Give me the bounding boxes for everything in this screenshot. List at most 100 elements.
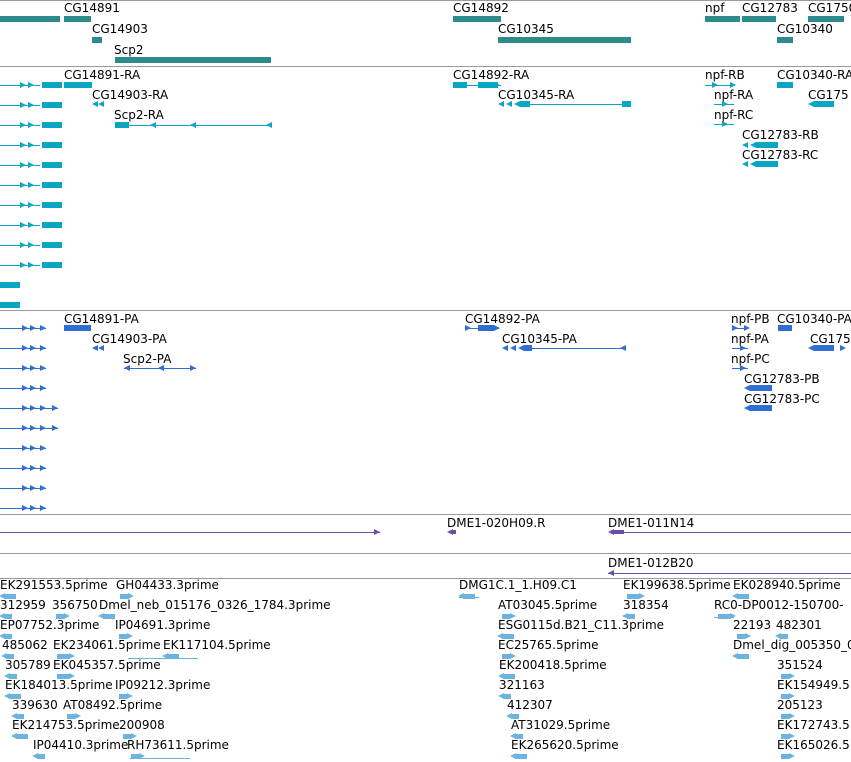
est-block[interactable]	[4, 594, 16, 599]
feature-label[interactable]: IP04691.3prime	[115, 618, 211, 632]
est-block[interactable]	[781, 714, 789, 719]
feature-label[interactable]: Dmel_neb_015176_0326_1784.3prime	[99, 598, 331, 612]
feature-label[interactable]: DME1-012B20	[608, 556, 694, 570]
feature-label[interactable]: 482301	[776, 618, 822, 632]
feature-label[interactable]: EK165026.5	[777, 738, 850, 752]
exon-block[interactable]	[814, 101, 834, 107]
est-block[interactable]	[103, 614, 115, 619]
feature-label[interactable]: 305789	[5, 658, 51, 672]
feature-label[interactable]: DME1-011N14	[608, 516, 695, 530]
feature-label[interactable]: EK028940.5prime	[733, 578, 841, 592]
feature-label[interactable]: AT03045.5prime	[498, 598, 598, 612]
est-block[interactable]	[9, 694, 21, 699]
feature-label[interactable]: 312959	[0, 598, 46, 612]
feature-label[interactable]: npf-PB	[731, 312, 770, 326]
est-block[interactable]	[781, 754, 789, 759]
est-block[interactable]	[167, 654, 179, 659]
est-block[interactable]	[4, 614, 12, 619]
exon-block[interactable]	[42, 162, 62, 168]
est-block[interactable]	[463, 594, 475, 599]
feature-label[interactable]: CG14903	[92, 22, 148, 36]
est-block[interactable]	[502, 654, 510, 659]
feature-label[interactable]: 22193	[733, 618, 772, 632]
gene-block[interactable]	[808, 16, 844, 22]
est-block[interactable]	[627, 614, 635, 619]
feature-label[interactable]: npf-PC	[731, 352, 770, 366]
feature-label[interactable]: AT31029.5prime	[511, 718, 611, 732]
feature-label[interactable]: DMG1C.1_1.H09.C1	[459, 578, 577, 592]
est-block[interactable]	[511, 714, 519, 719]
exon-block[interactable]	[115, 122, 129, 128]
est-block[interactable]	[57, 654, 69, 659]
est-block[interactable]	[515, 754, 527, 759]
feature-label[interactable]: 321163	[499, 678, 545, 692]
est-block[interactable]	[67, 714, 75, 719]
feature-label[interactable]: EC25765.5prime	[498, 638, 599, 652]
feature-label[interactable]: IP09212.3prime	[115, 678, 211, 692]
feature-label[interactable]: EK234061.5prime	[53, 638, 161, 652]
feature-label[interactable]: npf-PA	[731, 332, 769, 346]
exon-block[interactable]	[42, 202, 62, 208]
feature-label[interactable]: CG12783	[742, 1, 798, 15]
feature-label[interactable]: 339630	[12, 698, 58, 712]
feature-label[interactable]: npf-RC	[714, 108, 754, 122]
cds-block[interactable]	[750, 385, 772, 391]
feature-label[interactable]: npf-RA	[714, 88, 754, 102]
feature-label[interactable]: EK045357.5prime	[53, 658, 161, 672]
feature-label[interactable]: EP07752.3prime	[0, 618, 100, 632]
feature-label[interactable]: CG10345-PA	[502, 332, 577, 346]
feature-label[interactable]: ESG0115d.B21_C11.3prime	[498, 618, 665, 632]
exon-block[interactable]	[777, 82, 793, 88]
est-block[interactable]	[781, 734, 789, 739]
clone-block[interactable]	[614, 530, 624, 534]
gene-block[interactable]	[64, 16, 91, 22]
feature-label[interactable]: CG12783-PC	[744, 392, 820, 406]
feature-label[interactable]: CG14903-PA	[92, 332, 167, 346]
exon-block[interactable]	[42, 182, 62, 188]
exon-block[interactable]	[64, 82, 92, 88]
gene-block[interactable]	[453, 16, 501, 22]
gene-block[interactable]	[777, 37, 793, 43]
feature-label[interactable]: 485062	[2, 638, 48, 652]
feature-label[interactable]: CG14892-RA	[453, 68, 530, 82]
feature-label[interactable]: AT08492.5prime	[63, 698, 163, 712]
gene-block[interactable]	[742, 16, 776, 22]
est-block[interactable]	[16, 714, 24, 719]
feature-label[interactable]: EK265620.5prime	[511, 738, 619, 752]
est-block[interactable]	[16, 734, 28, 739]
cds-block[interactable]	[814, 345, 834, 351]
exon-block[interactable]	[756, 161, 778, 167]
feature-label[interactable]: CG10340	[777, 22, 833, 36]
exon-block[interactable]	[42, 82, 62, 88]
exon-block[interactable]	[0, 282, 20, 288]
clone-block[interactable]	[452, 530, 456, 534]
feature-label[interactable]: Dmel_dig_005350_0	[733, 638, 851, 652]
est-block[interactable]	[781, 694, 789, 699]
est-block[interactable]	[502, 614, 510, 619]
exon-block[interactable]	[520, 101, 530, 107]
feature-label[interactable]: CG14892-PA	[465, 312, 540, 326]
est-block[interactable]	[780, 634, 788, 639]
exon-block[interactable]	[622, 101, 631, 107]
est-block[interactable]	[781, 674, 789, 679]
cds-block[interactable]	[778, 325, 792, 331]
est-block[interactable]	[718, 614, 730, 619]
exon-block[interactable]	[453, 82, 467, 88]
cds-block[interactable]	[64, 325, 91, 331]
est-block[interactable]	[56, 614, 64, 619]
feature-label[interactable]: DME1-020H09.R	[447, 516, 546, 530]
est-block[interactable]	[515, 734, 523, 739]
feature-label[interactable]: CG175	[808, 88, 849, 102]
feature-label[interactable]: npf-RB	[705, 68, 745, 82]
gene-block[interactable]	[498, 37, 631, 43]
est-block[interactable]	[737, 654, 749, 659]
est-block[interactable]	[119, 694, 127, 699]
est-block[interactable]	[131, 754, 139, 759]
est-block[interactable]	[6, 654, 14, 659]
est-block[interactable]	[57, 674, 69, 679]
gene-block[interactable]	[115, 57, 271, 63]
feature-label[interactable]: EK172743.5	[777, 718, 850, 732]
feature-label[interactable]: RH73611.5prime	[127, 738, 229, 752]
feature-label[interactable]: CG14891-RA	[64, 68, 141, 82]
feature-label[interactable]: 318354	[623, 598, 669, 612]
